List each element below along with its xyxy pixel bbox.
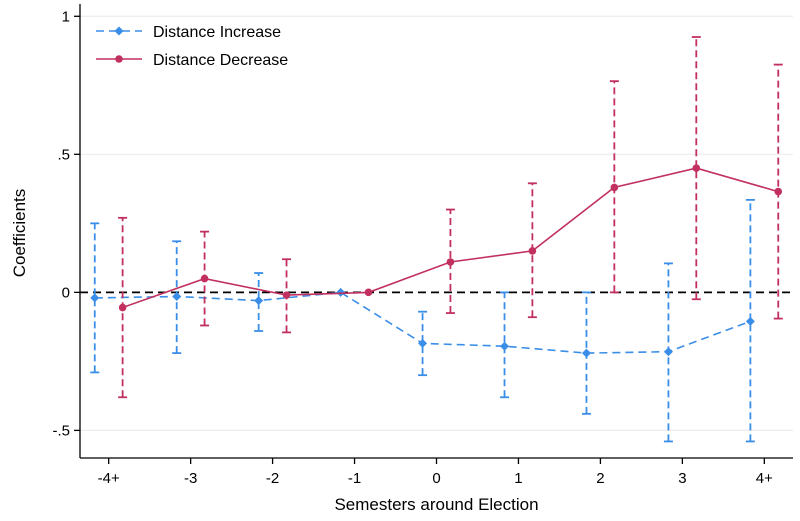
y-tick-label: .5: [57, 146, 70, 163]
axes: 1 .5 0 -.5 -4+ -3 -2 -1 0 1 2 3 4+: [52, 4, 793, 487]
x-tick-label: 1: [514, 470, 522, 487]
data-point: [282, 291, 291, 299]
x-tick-label: -4+: [98, 470, 120, 487]
x-tick-label: 2: [596, 470, 604, 487]
y-tick-label: 0: [62, 284, 70, 301]
data-point: [610, 183, 619, 192]
data-point: [663, 347, 673, 357]
y-tick-label: -.5: [52, 422, 70, 439]
data-point: [172, 291, 182, 301]
x-tick-label: -1: [348, 470, 361, 487]
legend-marker: [115, 55, 123, 63]
data-point: [774, 187, 783, 196]
legend-marker: [114, 26, 124, 36]
data-point: [745, 316, 755, 326]
x-tick-label: -2: [266, 470, 279, 487]
data-point: [446, 258, 455, 266]
data-point: [336, 287, 346, 297]
series-1: [118, 36, 783, 399]
legend-label: Distance Increase: [153, 24, 281, 41]
legend-item-1: Distance Decrease: [96, 52, 288, 69]
legend-label: Distance Decrease: [153, 52, 288, 69]
series-0: [90, 198, 755, 443]
data-series: [90, 36, 783, 443]
data-point: [364, 288, 373, 297]
y-axis-title: Coefficients: [10, 189, 29, 278]
data-point: [692, 164, 701, 172]
x-axis-title: Semesters around Election: [334, 495, 538, 514]
legend: Distance Increase Distance Decrease: [96, 24, 288, 69]
legend-item-0: Distance Increase: [96, 24, 281, 41]
x-tick-label: 3: [678, 470, 686, 487]
data-point: [118, 303, 127, 312]
data-point: [90, 293, 100, 303]
grid-lines: [80, 15, 793, 431]
x-tick-label: 0: [432, 470, 440, 487]
data-point: [528, 247, 537, 255]
x-tick-label: 4+: [756, 470, 773, 487]
data-point: [254, 296, 264, 306]
y-tick-label: 1: [62, 8, 70, 25]
data-point: [418, 338, 428, 348]
data-point: [200, 274, 209, 283]
x-tick-label: -3: [184, 470, 197, 487]
data-point: [581, 348, 591, 358]
data-point: [500, 341, 510, 351]
